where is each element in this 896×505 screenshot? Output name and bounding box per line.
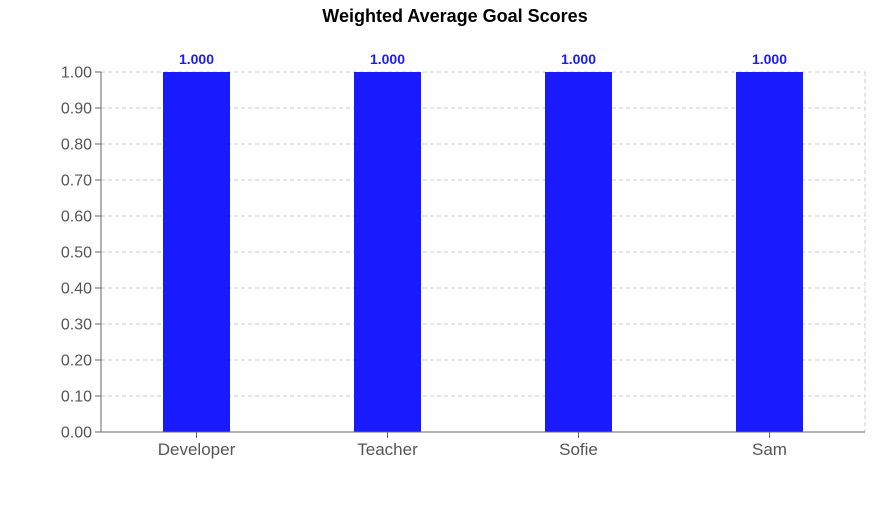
y-tick-label: 0.50 [61,245,92,262]
y-tick-label: 0.30 [61,317,92,334]
axes [95,71,865,438]
y-tick-label: 0.40 [61,281,92,298]
y-tick-label: 1.00 [61,65,92,82]
bar-value-label: 1.000 [370,51,405,67]
bar-value-label: 1.000 [752,51,787,67]
bar-teacher [354,72,421,432]
y-tick-label: 0.60 [61,209,92,226]
x-tick-label: Teacher [357,440,418,459]
bar-sam [736,72,803,432]
bar-value-label: 1.000 [179,51,214,67]
y-tick-label: 0.80 [61,137,92,154]
x-tick-label: Developer [158,440,236,459]
x-tick-label: Sam [752,440,787,459]
y-tick-label: 0.20 [61,353,92,370]
y-tick-label: 0.70 [61,173,92,190]
y-tick-label: 0.00 [61,425,92,442]
x-tick-label: Sofie [559,440,598,459]
bars [163,72,803,432]
bar-developer [163,72,230,432]
y-tick-label: 0.10 [61,389,92,406]
bar-value-label: 1.000 [561,51,596,67]
bar-sofie [545,72,612,432]
chart-title: Weighted Average Goal Scores [322,6,587,26]
labels: 0.00 0.10 0.20 0.30 0.40 0.50 0.60 0.70 0.80 0.90… [61,51,787,459]
y-tick-label: 0.90 [61,101,92,118]
